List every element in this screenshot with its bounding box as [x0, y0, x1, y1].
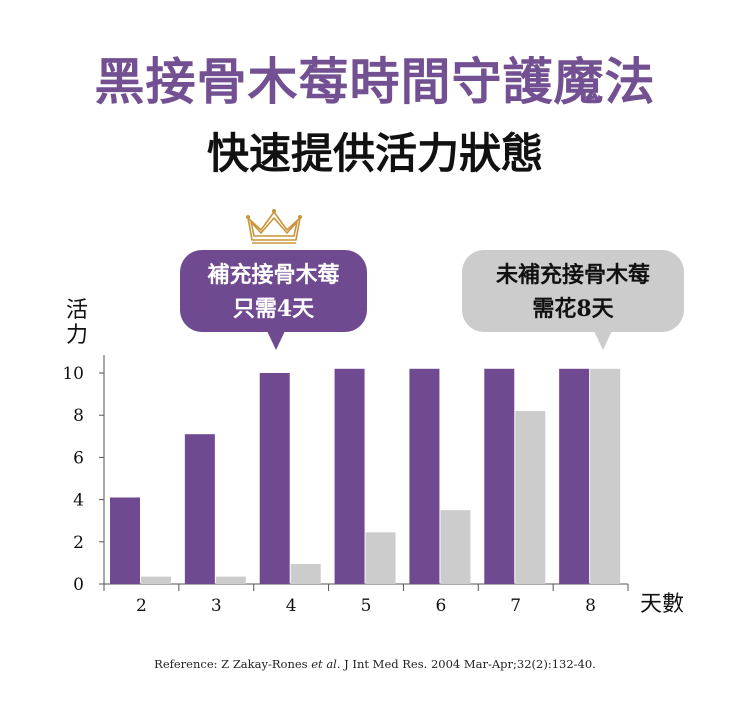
callout-without-tail [594, 331, 612, 350]
bar [365, 532, 396, 584]
bar [559, 368, 590, 584]
y-tick-label: 4 [73, 491, 84, 511]
x-tick-label: 7 [510, 596, 521, 616]
bar [590, 368, 621, 584]
reference-note: Reference: Z Zakay-Rones et al. J Int Me… [0, 657, 750, 671]
x-tick-label: 4 [286, 596, 297, 616]
reference-suffix: J Int Med Res. 2004 Mar-Apr;32(2):132-40… [340, 657, 596, 671]
bar [290, 563, 321, 584]
callout-with-line1: 補充接骨木莓 [207, 262, 340, 288]
y-tick-label: 6 [73, 448, 84, 468]
y-tick-label: 0 [73, 575, 84, 595]
y-tick-label: 10 [62, 364, 84, 384]
chart-title: 黑接骨木莓時間守護魔法 [94, 52, 656, 111]
bar [110, 497, 140, 584]
x-tick-label: 3 [211, 596, 222, 616]
x-axis-label: 天數 [640, 592, 685, 617]
reference-italic: et al. [311, 657, 341, 671]
y-tick-label: 2 [73, 533, 84, 553]
x-tick-label: 2 [136, 596, 147, 616]
chart-subtitle: 快速提供活力狀態 [206, 129, 543, 178]
callout-without-line1: 未補充接骨木莓 [495, 262, 650, 288]
bar [484, 368, 515, 584]
callout-with-line2: 只需4天 [232, 296, 315, 322]
bar [440, 510, 471, 584]
callout-with-tail [267, 331, 285, 350]
x-tick-label: 8 [585, 596, 596, 616]
bar [215, 576, 246, 584]
bar [515, 410, 546, 584]
bar [184, 434, 215, 584]
callout-with-elderberry: 補充接骨木莓 只需4天 [180, 250, 367, 332]
bar [141, 576, 171, 584]
bar [259, 373, 290, 584]
x-tick-label: 6 [435, 596, 446, 616]
callout-without-line2: 需花8天 [532, 296, 614, 322]
y-axis-label: 活力 [66, 298, 89, 348]
y-tick-label: 8 [73, 406, 84, 426]
x-tick-label: 5 [361, 596, 372, 616]
bar [409, 368, 440, 584]
bar [334, 368, 365, 584]
reference-prefix: Reference: Z Zakay-Rones [154, 657, 312, 671]
callout-without-elderberry: 未補充接骨木莓 需花8天 [462, 250, 684, 332]
crown-icon [246, 209, 302, 244]
